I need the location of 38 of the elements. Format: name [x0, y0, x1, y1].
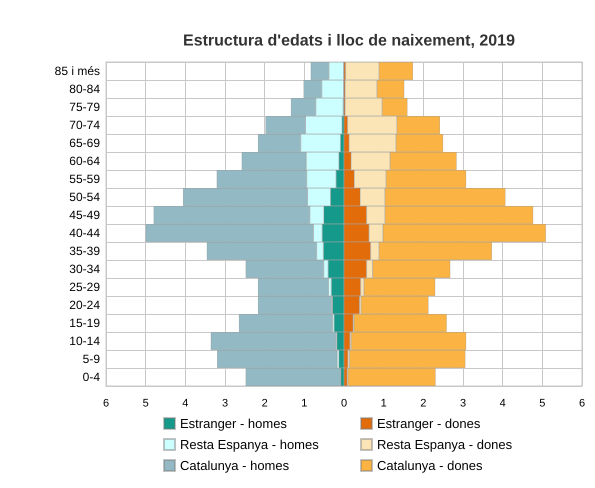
- y-tick-label: 55-59: [69, 172, 100, 186]
- x-tick-label: 3: [460, 398, 466, 410]
- x-tick-label: 1: [380, 398, 387, 410]
- y-tick-label: 10-14: [69, 334, 100, 348]
- x-tick-label: 6: [102, 398, 110, 410]
- legend-label: Estranger - homes: [180, 416, 288, 431]
- x-tick-label: 3: [222, 398, 228, 410]
- x-tick-label: 6: [578, 398, 586, 410]
- x-tick-label: 5: [142, 398, 149, 410]
- x-tick-label: 5: [539, 398, 546, 410]
- legend-label: Resta Espanya - homes: [180, 437, 320, 452]
- legend-label: Estranger - dones: [377, 416, 481, 431]
- y-tick-label: 0-4: [82, 370, 100, 384]
- y-tick-label: 80-84: [69, 82, 100, 96]
- y-tick-label: 85 i més: [54, 64, 100, 78]
- y-tick-label: 65-69: [69, 136, 100, 150]
- legend-label: Catalunya - dones: [377, 458, 484, 473]
- y-tick-label: 35-39: [69, 244, 100, 258]
- x-tick-label: 4: [500, 398, 506, 410]
- x-tick-label: 2: [420, 398, 426, 410]
- y-tick-label: 40-44: [69, 226, 100, 240]
- y-tick-label: 30-34: [69, 262, 100, 276]
- x-tick-label: 0: [340, 398, 348, 410]
- y-tick-label: 15-19: [69, 316, 100, 330]
- y-tick-label: 25-29: [69, 280, 100, 294]
- y-tick-label: 5-9: [82, 352, 100, 366]
- x-tick-label: 4: [182, 398, 188, 410]
- legend-label: Resta Espanya - dones: [377, 437, 513, 452]
- y-tick-label: 20-24: [69, 298, 100, 312]
- y-tick-label: 75-79: [69, 100, 100, 114]
- legend-label: Catalunya - homes: [180, 458, 290, 473]
- x-tick-label: 2: [262, 398, 268, 410]
- chart-title: Estructura d'edats i lloc de naixement, 2019: [183, 32, 516, 50]
- y-tick-label: 70-74: [69, 118, 100, 132]
- x-tick-label: 1: [301, 398, 308, 410]
- y-tick-label: 45-49: [69, 208, 100, 222]
- y-tick-label: 60-64: [69, 154, 100, 168]
- y-tick-label: 50-54: [69, 190, 100, 204]
